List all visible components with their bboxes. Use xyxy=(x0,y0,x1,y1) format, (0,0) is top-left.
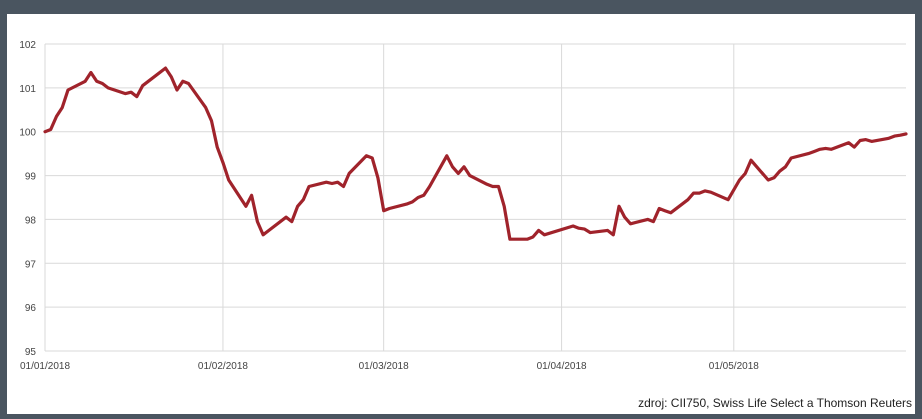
x-axis-ticks: 01/01/2018 01/02/2018 01/03/2018 01/04/2018… xyxy=(20,361,759,372)
grid-lines xyxy=(44,43,906,352)
series-line xyxy=(43,66,908,241)
y-tick-label: 100 xyxy=(19,128,36,139)
y-tick-label: 98 xyxy=(25,215,37,226)
y-tick-label: 96 xyxy=(25,303,37,314)
x-tick-label: 01/04/2018 xyxy=(537,361,587,372)
x-tick-label: 01/01/2018 xyxy=(20,361,70,372)
y-axis-ticks: 95 96 97 98 99 100 101 102 xyxy=(19,40,36,358)
series-group xyxy=(43,66,908,241)
y-tick-label: 99 xyxy=(25,172,37,183)
x-tick-label: 01/03/2018 xyxy=(359,361,409,372)
title-bar xyxy=(0,0,922,14)
source-note: zdroj: CII750, Swiss Life Select a Thoms… xyxy=(638,396,912,410)
y-tick-label: 97 xyxy=(25,259,37,270)
y-tick-label: 95 xyxy=(25,347,37,358)
y-tick-label: 101 xyxy=(19,84,36,95)
x-tick-label: 01/05/2018 xyxy=(709,361,759,372)
y-tick-label: 102 xyxy=(19,40,36,51)
x-tick-label: 01/02/2018 xyxy=(198,361,248,372)
